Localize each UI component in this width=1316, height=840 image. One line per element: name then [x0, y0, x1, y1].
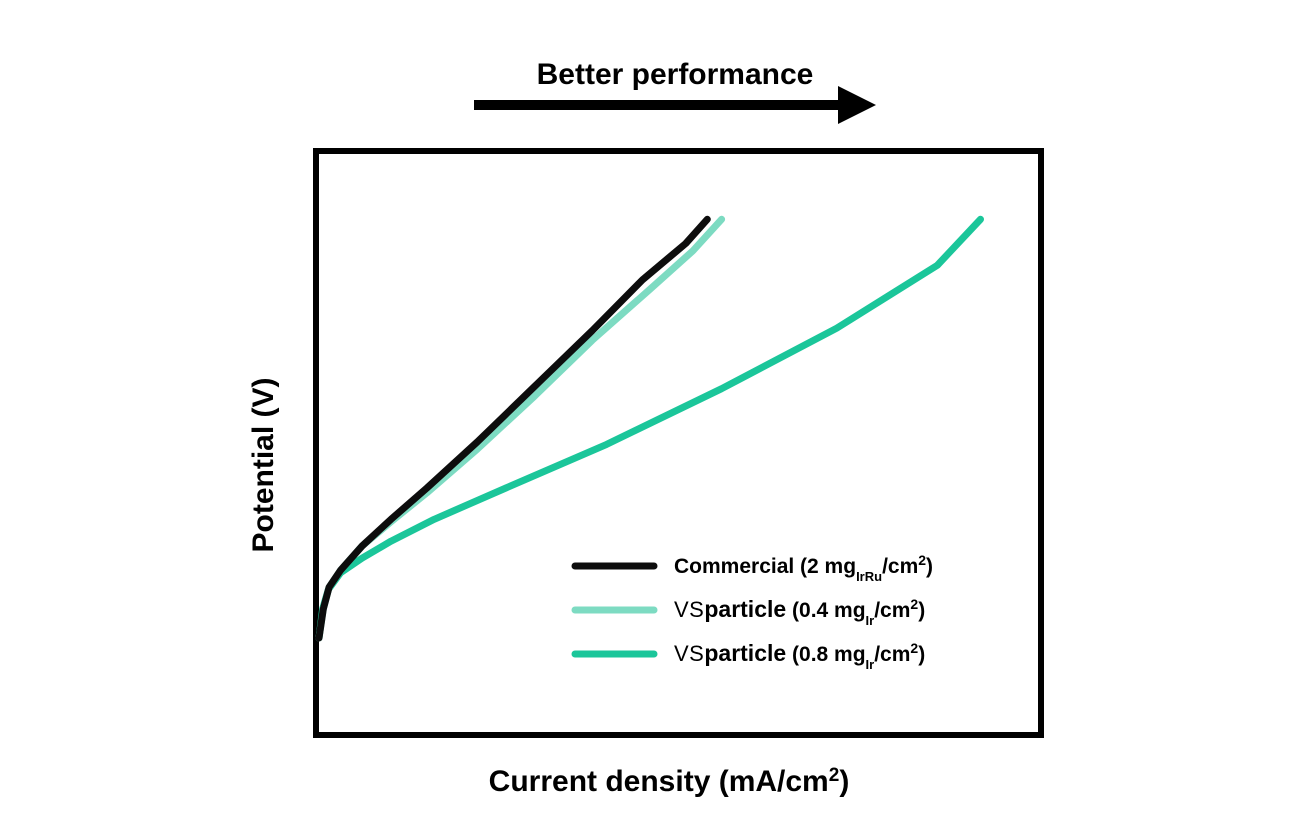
legend-label-1: Commercial (2 mgIrRu/cm2) [674, 552, 933, 584]
legend-label-2: VSparticle (0.4 mgIr/cm2) [674, 596, 925, 628]
series-layer [315, 215, 984, 642]
plot-frame [313, 148, 1044, 738]
legend: Commercial (2 mgIrRu/cm2) VSparticle (0.4… [571, 552, 933, 672]
legend-label-3: VSparticle (0.8 mgIr/cm2) [674, 640, 925, 672]
arrow-right-icon [838, 86, 876, 124]
series-line-2 [315, 215, 726, 642]
annotation-label: Better performance [537, 58, 814, 91]
better-performance-annotation: Better performance [474, 58, 876, 124]
x-axis-label: Current density (mA/cm2) [489, 765, 850, 799]
series-line-1 [315, 215, 711, 642]
y-axis-label: Potential (V) [247, 377, 280, 552]
